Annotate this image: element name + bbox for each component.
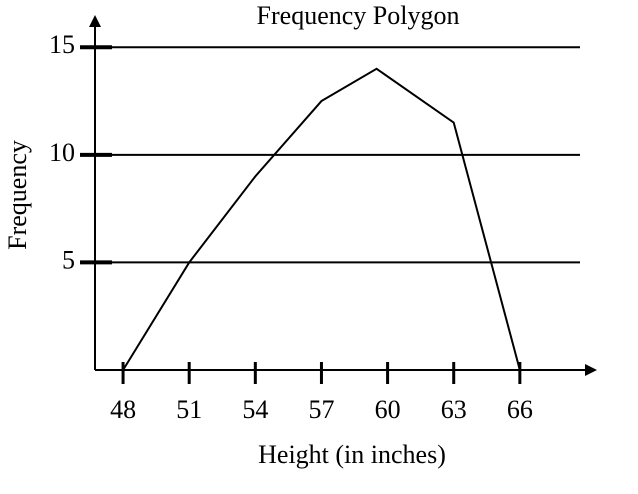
y-tick-label: 5 [62,245,75,274]
x-tick-label: 54 [242,395,268,424]
x-tick-label: 60 [375,395,401,424]
x-axis-arrow [585,364,597,376]
x-tick-label: 63 [441,395,467,424]
y-axis-arrow [89,15,101,27]
chart-title: Frequency Polygon [257,1,460,30]
x-tick-label: 57 [308,395,334,424]
polygon-line [122,67,521,371]
x-tick-label: 48 [110,395,136,424]
y-axis-label: Frequency [3,140,32,250]
y-tick-label: 10 [49,138,75,167]
x-tick-label: 66 [507,395,533,424]
x-tick-label: 51 [176,395,202,424]
x-axis-label: Height (in inches) [258,440,446,469]
y-tick-label: 15 [49,30,75,59]
